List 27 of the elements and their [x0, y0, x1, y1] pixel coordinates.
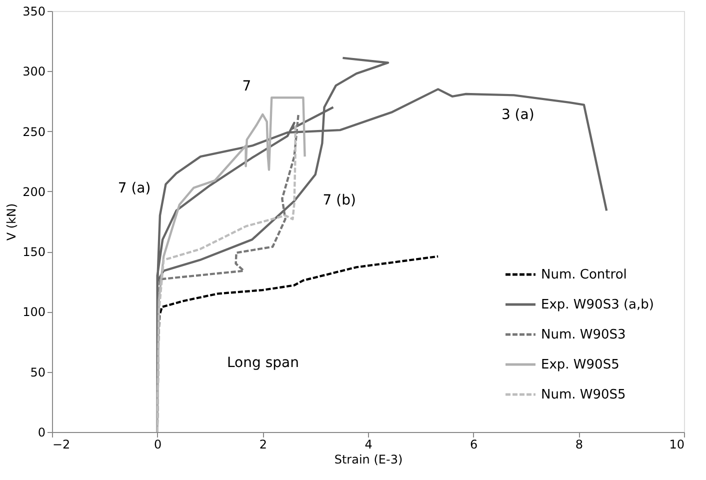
x-tick-label: 2 [259, 438, 267, 452]
legend-label: Num. W90S3 [541, 328, 626, 342]
x-tick-label: 6 [470, 438, 478, 452]
annotation: 3 (a) [501, 107, 534, 124]
x-tick-label: 0 [154, 438, 162, 452]
x-axis-title: Strain (E-3) [334, 452, 403, 466]
x-tick-label: 10 [669, 438, 684, 452]
y-axis-title: V (kN) [4, 203, 19, 241]
annotation: 7 [242, 78, 252, 94]
x-tick-label: 4 [364, 438, 372, 452]
y-tick-label: 250 [22, 124, 46, 139]
y-tick-label: 0 [38, 426, 46, 440]
y-tick-label: 50 [30, 365, 46, 380]
legend-label: Num. Control [541, 268, 627, 282]
legend-label: Exp. W90S5 [541, 358, 620, 372]
y-tick-label: 200 [22, 184, 46, 199]
y-tick-label: 150 [22, 245, 46, 260]
x-tick-label: −2 [52, 438, 70, 452]
legend-label: Exp. W90S3 (a,b) [541, 298, 654, 312]
y-tick-label: 300 [22, 64, 46, 79]
annotation: 7 (b) [322, 192, 356, 209]
x-tick-label: 8 [575, 438, 583, 452]
annotation: 7 (a) [118, 180, 151, 197]
legend-label: Num. W90S5 [541, 388, 626, 402]
y-tick-label: 350 [22, 4, 46, 18]
annotation: Long span [227, 355, 299, 371]
y-tick-label: 100 [22, 305, 46, 320]
